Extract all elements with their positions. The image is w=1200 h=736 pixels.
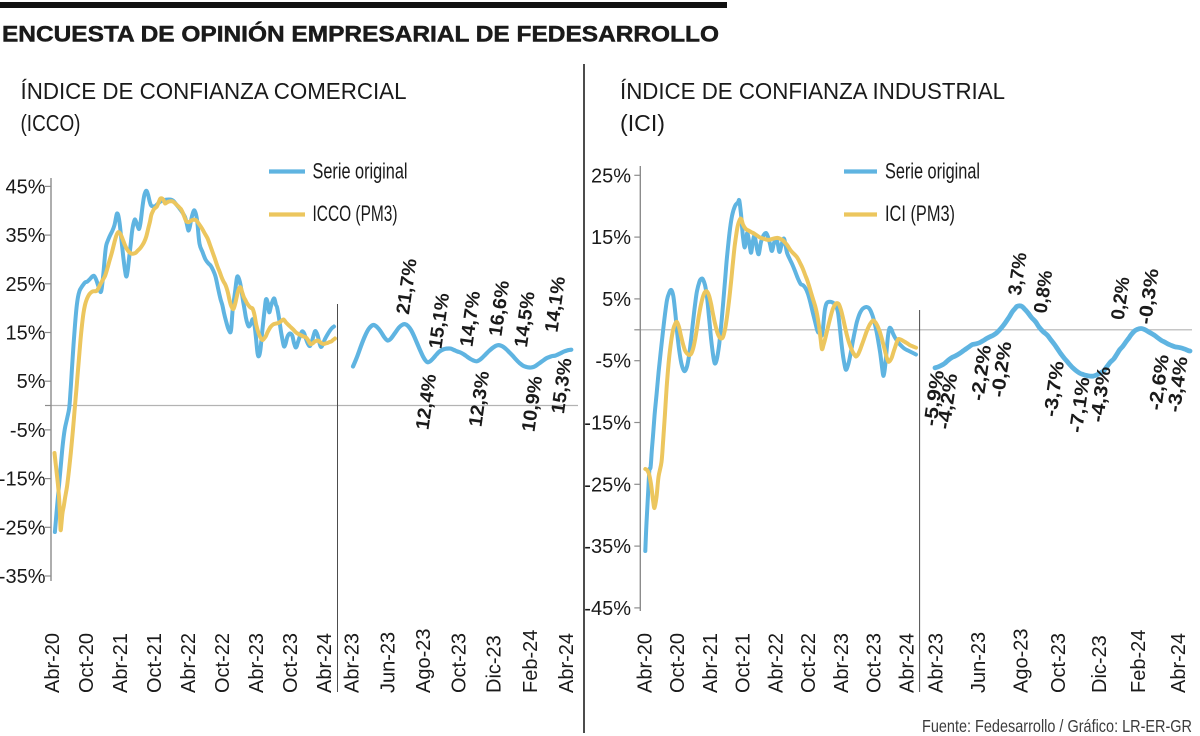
- svg-text:Serie original: Serie original: [885, 159, 980, 184]
- svg-text:Abr-20: Abr-20: [42, 633, 64, 693]
- svg-text:Abr-20: Abr-20: [634, 633, 656, 693]
- svg-text:Oct-22: Oct-22: [798, 633, 820, 693]
- svg-text:15%: 15%: [5, 323, 45, 345]
- svg-text:25%: 25%: [5, 274, 45, 296]
- svg-text:45%: 45%: [5, 176, 45, 198]
- svg-text:5%: 5%: [602, 289, 631, 311]
- svg-text:Abr-23: Abr-23: [246, 633, 268, 693]
- svg-text:(ICCO): (ICCO): [21, 110, 81, 136]
- svg-text:Abr-24: Abr-24: [896, 633, 918, 693]
- svg-text:ÍNDICE DE CONFIANZA COMERCIAL: ÍNDICE DE CONFIANZA COMERCIAL: [21, 78, 407, 104]
- svg-text:Oct-23: Oct-23: [449, 633, 471, 693]
- svg-text:5%: 5%: [17, 371, 46, 393]
- svg-text:-35%: -35%: [0, 566, 46, 588]
- svg-text:-5%: -5%: [595, 351, 631, 373]
- svg-text:Dic-23: Dic-23: [483, 635, 505, 693]
- svg-text:Ago-23: Ago-23: [413, 629, 435, 694]
- svg-text:Abr-21: Abr-21: [110, 633, 132, 693]
- svg-text:Serie original: Serie original: [313, 159, 408, 184]
- svg-text:Oct-23: Oct-23: [280, 633, 302, 693]
- svg-text:Abr-24: Abr-24: [556, 633, 578, 693]
- svg-text:Abr-24: Abr-24: [314, 633, 336, 693]
- svg-text:Ago-23: Ago-23: [1010, 629, 1032, 694]
- svg-text:Feb-24: Feb-24: [520, 630, 542, 693]
- svg-text:-5%: -5%: [10, 420, 46, 442]
- svg-text:Oct-21: Oct-21: [733, 633, 755, 693]
- svg-text:Jun-23: Jun-23: [968, 632, 990, 693]
- svg-text:-25%: -25%: [584, 474, 631, 496]
- svg-text:Oct-20: Oct-20: [76, 633, 98, 693]
- svg-text:Abr-23: Abr-23: [925, 633, 947, 693]
- svg-text:ICI (PM3): ICI (PM3): [885, 201, 955, 226]
- svg-text:ÍNDICE DE CONFIANZA INDUSTRIAL: ÍNDICE DE CONFIANZA INDUSTRIAL: [620, 78, 1005, 104]
- svg-text:Oct-23: Oct-23: [864, 633, 886, 693]
- svg-text:Feb-24: Feb-24: [1128, 630, 1150, 693]
- svg-text:Abr-22: Abr-22: [178, 633, 200, 693]
- svg-text:35%: 35%: [5, 225, 45, 247]
- svg-text:ENCUESTA DE OPINIÓN EMPRESARIA: ENCUESTA DE OPINIÓN EMPRESARIAL DE FEDES…: [2, 22, 719, 47]
- svg-text:Oct-21: Oct-21: [144, 633, 166, 693]
- svg-text:-15%: -15%: [0, 469, 46, 491]
- svg-text:Abr-24: Abr-24: [1168, 633, 1190, 693]
- svg-text:Oct-23: Oct-23: [1048, 633, 1070, 693]
- svg-text:Dic-23: Dic-23: [1089, 635, 1111, 693]
- svg-text:Oct-20: Oct-20: [667, 633, 689, 693]
- svg-text:Abr-23: Abr-23: [342, 633, 364, 693]
- svg-text:ICCO (PM3): ICCO (PM3): [313, 201, 398, 226]
- svg-text:Fuente: Fedesarrollo / Gráfico: Fuente: Fedesarrollo / Gráfico: LR-ER-GR: [922, 716, 1192, 736]
- svg-text:Abr-22: Abr-22: [765, 633, 787, 693]
- svg-text:-45%: -45%: [584, 598, 631, 620]
- svg-text:Abr-23: Abr-23: [831, 633, 853, 693]
- svg-text:-25%: -25%: [0, 517, 46, 539]
- svg-text:-35%: -35%: [584, 536, 631, 558]
- svg-text:(ICI): (ICI): [620, 110, 665, 136]
- svg-text:Jun-23: Jun-23: [378, 632, 400, 693]
- svg-text:Abr-21: Abr-21: [700, 633, 722, 693]
- svg-text:25%: 25%: [591, 165, 631, 187]
- svg-text:15%: 15%: [591, 227, 631, 249]
- svg-text:Oct-22: Oct-22: [212, 633, 234, 693]
- svg-text:-15%: -15%: [584, 413, 631, 435]
